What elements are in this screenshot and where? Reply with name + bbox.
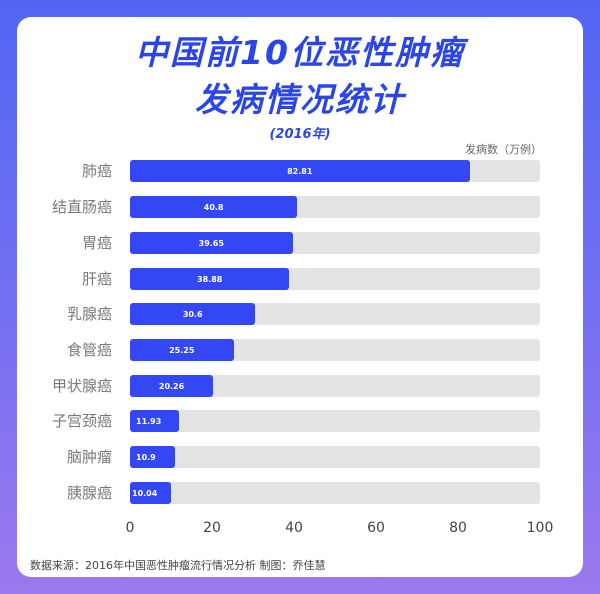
bar: 82.81 (130, 160, 470, 182)
bar-value-label: 20.26 (158, 381, 185, 391)
bar-track: 39.65 (130, 232, 540, 254)
bar-row: 食管癌 25.25 (0, 339, 600, 361)
category-label: 胰腺癌 (66, 484, 112, 502)
x-tick: 40 (285, 520, 303, 536)
bar-value-label: 39.65 (198, 238, 224, 248)
bar-row: 结直肠癌 40.8 (0, 196, 600, 218)
bar-track: 11.93 (130, 410, 540, 432)
x-tick: 20 (203, 520, 221, 536)
bar-track: 10.9 (130, 446, 540, 468)
category-label: 食管癌 (66, 341, 112, 359)
category-label: 结直肠癌 (51, 198, 112, 216)
x-tick: 100 (526, 520, 554, 536)
bar-track: 25.25 (130, 339, 540, 361)
bar-value-label: 82.81 (287, 166, 313, 176)
bar-row: 胃癌 39.65 (0, 232, 600, 254)
bar: 39.65 (130, 232, 293, 254)
chart-title-line2: 发病情况统计 (195, 80, 405, 119)
x-tick: 60 (367, 520, 385, 536)
bar: 10.04 (130, 482, 172, 504)
bar-row: 肝癌 38.88 (0, 268, 600, 290)
bar-track: 82.81 (130, 160, 540, 182)
bar-row: 胰腺癌 10.04 (0, 482, 600, 504)
x-tick: 0 (125, 520, 135, 536)
category-label: 脑肿瘤 (66, 448, 112, 466)
bar: 40.8 (130, 196, 298, 218)
bar: 10.9 (130, 446, 175, 468)
bar: 20.26 (130, 375, 214, 397)
bar: 11.93 (130, 410, 179, 432)
bar: 25.25 (130, 339, 234, 361)
category-label: 乳腺癌 (66, 305, 112, 323)
source-note: 数据来源：2016年中国恶性肿瘤流行情况分析 制图：乔佳慧 (30, 559, 326, 572)
bar-row: 子宫颈癌 11.93 (0, 410, 600, 432)
bar-row: 乳腺癌 30.6 (0, 303, 600, 325)
bar: 38.88 (130, 268, 290, 290)
unit-label: 发病数（万例） (465, 143, 542, 156)
bar-row: 脑肿瘤 10.9 (0, 446, 600, 468)
category-label: 甲状腺癌 (51, 377, 112, 395)
bar-value-label: 11.93 (136, 416, 162, 426)
bar-value-label: 40.8 (203, 202, 224, 212)
bar-track: 30.6 (130, 303, 540, 325)
x-tick: 80 (449, 520, 467, 536)
bar-track: 20.26 (130, 375, 540, 397)
bar-track: 40.8 (130, 196, 540, 218)
bar-value-label: 10.9 (136, 452, 156, 462)
chart-subtitle: (2016年) (269, 127, 331, 142)
chart-title-line1: 中国前10位恶性肿瘤 (135, 33, 465, 72)
bar-value-label: 10.04 (132, 488, 158, 498)
bar-row: 肺癌 82.81 (0, 160, 600, 182)
bar-value-label: 38.88 (197, 274, 223, 284)
bar-track: 38.88 (130, 268, 540, 290)
category-label: 胃癌 (81, 234, 112, 252)
category-label: 肝癌 (81, 270, 112, 288)
bar-track: 10.04 (130, 482, 540, 504)
category-label: 子宫颈癌 (51, 412, 112, 430)
category-label: 肺癌 (81, 162, 112, 180)
bar-value-label: 30.6 (182, 309, 203, 319)
bar: 30.6 (130, 303, 256, 325)
bar-value-label: 25.25 (169, 345, 195, 355)
bar-row: 甲状腺癌 20.26 (0, 375, 600, 397)
